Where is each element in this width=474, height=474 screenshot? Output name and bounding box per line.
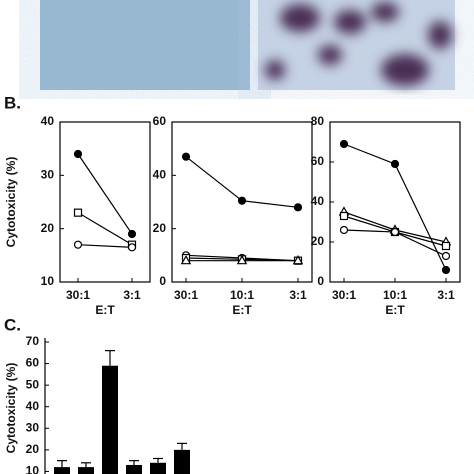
y-tick-label: 60 xyxy=(311,154,325,168)
micrograph-right xyxy=(258,0,455,90)
bar xyxy=(54,467,70,474)
y-tick-label: 0 xyxy=(159,274,166,288)
marker xyxy=(339,225,349,235)
y-tick-label: 20 xyxy=(311,234,325,248)
y-tick-label: 10 xyxy=(26,464,40,474)
x-tick-label: 3:1 xyxy=(123,288,141,302)
x-tick-label: 30:1 xyxy=(66,288,90,302)
y-tick-label: 40 xyxy=(311,194,325,208)
marker xyxy=(339,139,349,149)
marker xyxy=(236,254,248,265)
y-tick-label: 10 xyxy=(41,274,55,288)
series-line xyxy=(77,212,133,246)
marker xyxy=(127,229,137,239)
bar xyxy=(174,449,190,474)
y-tick-label: 60 xyxy=(26,356,40,370)
marker xyxy=(180,254,192,265)
marker xyxy=(293,203,303,212)
bar xyxy=(150,462,166,474)
marker xyxy=(441,251,451,261)
marker xyxy=(390,227,400,237)
bar xyxy=(78,467,94,474)
marker xyxy=(73,240,83,249)
y-axis-label: Cytotoxicity (%) xyxy=(4,157,18,248)
y-tick-label: 50 xyxy=(26,377,40,391)
y-tick-label: 80 xyxy=(311,114,325,128)
marker xyxy=(127,243,137,252)
x-tick-label: 30:1 xyxy=(332,288,356,302)
x-tick-label: 30:1 xyxy=(174,288,198,302)
x-axis-label: E:T xyxy=(385,303,405,317)
panel-label: B. xyxy=(4,93,21,112)
plot-frame xyxy=(59,121,151,283)
y-tick-label: 60 xyxy=(153,114,167,128)
y-tick-label: 30 xyxy=(41,168,55,182)
x-tick-label: 10:1 xyxy=(230,288,254,302)
marker xyxy=(441,265,451,275)
y-tick-label: 40 xyxy=(41,114,55,128)
y-tick-label: 70 xyxy=(26,334,40,348)
y-tick-label: 20 xyxy=(41,221,55,235)
marker xyxy=(73,208,83,217)
y-tick-label: 20 xyxy=(153,221,167,235)
marker xyxy=(441,241,451,251)
panel-label: C. xyxy=(4,315,21,334)
x-axis-label: E:T xyxy=(232,303,252,317)
series-line xyxy=(77,244,133,248)
x-axis-label: E:T xyxy=(95,303,115,317)
y-tick-label: 0 xyxy=(317,274,324,288)
marker xyxy=(73,149,83,159)
y-tick-label: 30 xyxy=(26,420,40,434)
micrograph-left xyxy=(40,0,250,90)
bar xyxy=(102,365,118,474)
series-line xyxy=(77,153,133,235)
y-tick-label: 40 xyxy=(153,168,167,182)
x-tick-label: 3:1 xyxy=(437,288,455,302)
bar xyxy=(126,464,142,474)
marker xyxy=(390,159,400,169)
y-tick-label: 40 xyxy=(26,399,40,413)
x-tick-label: 10:1 xyxy=(383,288,407,302)
marker xyxy=(237,196,247,205)
marker xyxy=(339,211,349,221)
marker xyxy=(181,152,191,161)
marker xyxy=(292,254,304,265)
y-tick-label: 20 xyxy=(26,442,40,456)
x-tick-label: 3:1 xyxy=(289,288,307,302)
y-axis-label: Cytotoxicity (%) xyxy=(4,363,18,454)
